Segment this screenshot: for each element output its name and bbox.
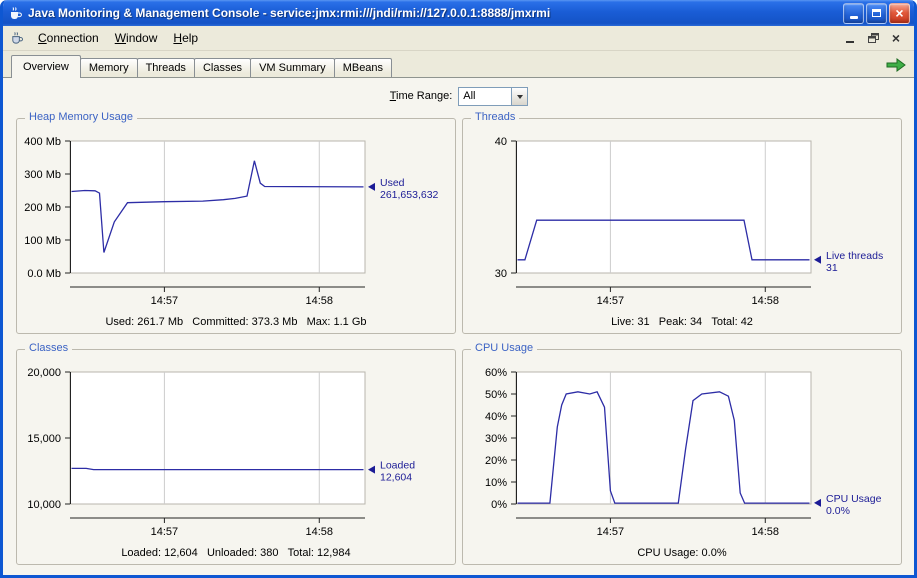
svg-text:12,604: 12,604	[380, 472, 412, 484]
restore-icon	[867, 33, 879, 43]
svg-text:Live threads: Live threads	[826, 250, 883, 262]
cpu-usage-panel: CPU Usage 60% 50% 40% 30% 20% 10% 0% 14:57 14:58…	[462, 342, 902, 565]
svg-text:0.0%: 0.0%	[826, 505, 850, 517]
svg-text:15,000: 15,000	[27, 433, 61, 445]
svg-text:30: 30	[495, 268, 507, 280]
close-button[interactable]: ×	[889, 2, 910, 24]
java-console-icon	[7, 5, 23, 21]
maximize-icon	[872, 9, 881, 17]
window-controls: ×	[843, 2, 910, 24]
svg-text:100 Mb: 100 Mb	[24, 235, 61, 247]
svg-text:14:58: 14:58	[752, 295, 780, 307]
heap-memory-summary: Used: 261.7 Mb Committed: 373.3 Mb Max: …	[105, 316, 367, 328]
minimize-button[interactable]	[843, 2, 864, 24]
svg-text:20%: 20%	[485, 455, 507, 467]
tab-overview[interactable]: Overview	[11, 55, 81, 78]
close-icon: ×	[895, 5, 904, 21]
classes-panel-title: Classes	[25, 342, 73, 354]
window-title: Java Monitoring & Management Console - s…	[28, 6, 551, 20]
menu-bar: Connection Window Help ×	[3, 26, 914, 51]
classes-summary: Loaded: 12,604 Unloaded: 380 Total: 12,9…	[121, 547, 351, 559]
heap-memory-panel: Heap Memory Usage 400 Mb 300 Mb 200 Mb 100 …	[16, 111, 456, 334]
menu-connection[interactable]: Connection	[38, 31, 99, 45]
title-bar[interactable]: Java Monitoring & Management Console - s…	[3, 0, 914, 26]
menu-help[interactable]: Help	[173, 31, 199, 45]
cpu-usage-summary: CPU Usage: 0.0%	[637, 547, 727, 559]
svg-text:60%: 60%	[485, 367, 507, 379]
svg-text:50%: 50%	[485, 389, 507, 401]
svg-text:0%: 0%	[491, 499, 507, 511]
threads-panel: Threads 40 30 14:57 14:58 Live threads 31 Liv…	[462, 111, 902, 334]
svg-text:40: 40	[495, 136, 507, 148]
svg-text:261,653,632: 261,653,632	[380, 189, 439, 201]
java-cup-icon	[9, 30, 25, 46]
mdi-close-button[interactable]: ×	[889, 31, 903, 45]
svg-text:10,000: 10,000	[27, 499, 61, 511]
svg-text:14:57: 14:57	[597, 526, 625, 538]
svg-text:CPU Usage: CPU Usage	[826, 493, 882, 505]
mdi-window-controls: ×	[843, 31, 908, 45]
time-range-value: All	[463, 89, 476, 102]
close-icon: ×	[891, 30, 901, 46]
minimize-icon	[846, 41, 854, 43]
svg-text:14:58: 14:58	[752, 526, 780, 538]
heap-memory-panel-title: Heap Memory Usage	[25, 111, 137, 123]
svg-text:30%: 30%	[485, 433, 507, 445]
svg-text:40%: 40%	[485, 411, 507, 423]
svg-text:0.0 Mb: 0.0 Mb	[27, 268, 61, 280]
maximize-button[interactable]	[866, 2, 887, 24]
tab-memory[interactable]: Memory	[79, 58, 138, 77]
menu-window[interactable]: Window	[114, 31, 158, 45]
chevron-down-icon	[516, 94, 523, 102]
svg-text:300 Mb: 300 Mb	[24, 169, 61, 181]
overview-content: Time Range: All Heap Memory Usage 400 Mb…	[3, 86, 914, 575]
charts-grid: Heap Memory Usage 400 Mb 300 Mb 200 Mb 100 …	[16, 111, 902, 565]
svg-text:14:58: 14:58	[306, 526, 334, 538]
svg-text:10%: 10%	[485, 477, 507, 489]
time-range-row: Time Range: All	[16, 86, 902, 106]
svg-text:14:57: 14:57	[597, 295, 625, 307]
svg-text:200 Mb: 200 Mb	[24, 202, 61, 214]
cpu-usage-chart: 60% 50% 40% 30% 20% 10% 0% 14:57 14:58 CPU Usage0…	[485, 367, 882, 538]
threads-panel-title: Threads	[471, 111, 520, 123]
time-range-label: Time Range:	[389, 90, 453, 102]
tab-bar: Overview Memory Threads Classes VM Summa…	[3, 51, 914, 78]
svg-text:400 Mb: 400 Mb	[24, 136, 61, 148]
combo-dropdown-button[interactable]	[511, 87, 528, 105]
svg-text:14:57: 14:57	[151, 295, 179, 307]
svg-text:14:57: 14:57	[151, 526, 179, 538]
tab-mbeans[interactable]: MBeans	[333, 58, 393, 77]
connection-status-icon	[886, 58, 906, 72]
classes-panel: Classes 20,000 15,000 10,000 14:57 14:58 Load…	[16, 342, 456, 565]
svg-text:Used: Used	[380, 177, 405, 189]
time-range-select[interactable]: All	[458, 86, 529, 106]
svg-text:20,000: 20,000	[27, 367, 61, 379]
mdi-minimize-button[interactable]	[843, 31, 857, 45]
mdi-restore-button[interactable]	[866, 31, 880, 45]
heap-memory-chart: 400 Mb 300 Mb 200 Mb 100 Mb 0.0 Mb 14:57 14:58…	[24, 136, 439, 307]
minimize-icon	[849, 16, 858, 19]
svg-text:31: 31	[826, 262, 838, 274]
tab-vm-summary[interactable]: VM Summary	[250, 58, 335, 77]
cpu-usage-panel-title: CPU Usage	[471, 342, 538, 354]
tab-classes[interactable]: Classes	[193, 58, 252, 77]
svg-text:Loaded: Loaded	[380, 460, 415, 472]
svg-text:14:58: 14:58	[306, 295, 334, 307]
threads-summary: Live: 31 Peak: 34 Total: 42	[611, 316, 753, 328]
tab-threads[interactable]: Threads	[136, 58, 195, 77]
